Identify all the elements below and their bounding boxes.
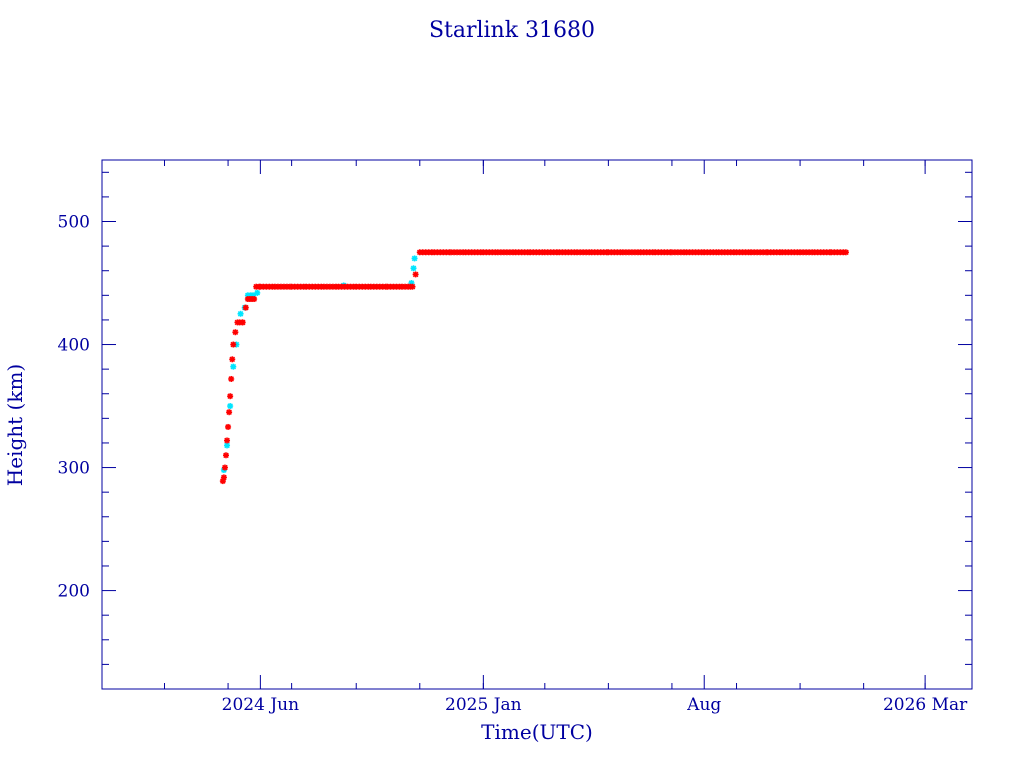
data-point	[222, 452, 229, 459]
y-tick-label: 400	[58, 336, 90, 356]
data-point	[410, 265, 417, 272]
data-point	[220, 474, 227, 481]
data-point	[230, 363, 237, 370]
y-tick-label: 200	[58, 582, 90, 602]
data-point	[228, 375, 235, 382]
data-point	[242, 304, 249, 311]
data-point	[229, 356, 236, 363]
data-point	[254, 289, 261, 296]
data-point	[227, 393, 234, 400]
data-point	[224, 437, 231, 444]
data-point	[237, 310, 244, 317]
y-axis-label: Height (km)	[3, 364, 27, 486]
data-point	[409, 283, 416, 290]
x-tick-label: 2024 Jun	[222, 695, 299, 715]
data-point	[239, 319, 246, 326]
data-point	[227, 403, 234, 410]
data-point	[411, 255, 418, 262]
x-tick-label: Aug	[686, 695, 721, 715]
data-point	[221, 464, 228, 471]
y-tick-label: 500	[58, 213, 90, 233]
y-tick-label: 300	[58, 459, 90, 479]
x-tick-label: 2026 Mar	[883, 695, 968, 715]
chart-title: Starlink 31680	[429, 18, 595, 43]
x-axis-label: Time(UTC)	[481, 720, 593, 744]
data-point	[226, 409, 233, 416]
data-point	[842, 249, 849, 256]
data-point	[412, 271, 419, 278]
axis-ticks	[102, 160, 972, 689]
axis-tick-labels: 200 300 400 500 2024 Jun 2025 Jan Aug 2026 Mar	[58, 213, 969, 715]
x-tick-label: 2025 Jan	[445, 695, 522, 715]
data-points	[219, 249, 849, 485]
data-point	[251, 296, 258, 303]
data-point	[232, 329, 239, 336]
data-point	[225, 423, 232, 430]
plot-frame	[101, 159, 973, 690]
data-point	[230, 341, 237, 348]
